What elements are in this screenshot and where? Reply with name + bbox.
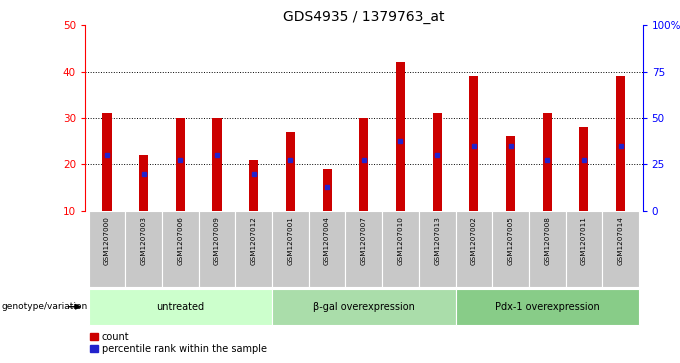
FancyBboxPatch shape — [492, 211, 529, 287]
Text: GSM1207010: GSM1207010 — [398, 216, 403, 265]
Text: GSM1207005: GSM1207005 — [507, 216, 513, 265]
Text: GSM1207011: GSM1207011 — [581, 216, 587, 265]
FancyBboxPatch shape — [456, 289, 639, 325]
Bar — [616, 76, 625, 211]
Bar — [396, 62, 405, 211]
Text: GSM1207013: GSM1207013 — [434, 216, 440, 265]
Text: GSM1207004: GSM1207004 — [324, 216, 330, 265]
Text: untreated: untreated — [156, 302, 205, 312]
FancyBboxPatch shape — [125, 211, 162, 287]
Title: GDS4935 / 1379763_at: GDS4935 / 1379763_at — [283, 11, 445, 24]
Bar — [432, 113, 442, 211]
Bar — [322, 169, 332, 211]
Bar — [543, 113, 551, 211]
Text: GSM1207001: GSM1207001 — [288, 216, 294, 265]
Text: GSM1207009: GSM1207009 — [214, 216, 220, 265]
Text: genotype/variation: genotype/variation — [1, 302, 88, 311]
FancyBboxPatch shape — [602, 211, 639, 287]
FancyBboxPatch shape — [88, 289, 272, 325]
Text: GSM1207002: GSM1207002 — [471, 216, 477, 265]
FancyBboxPatch shape — [566, 211, 602, 287]
FancyBboxPatch shape — [419, 211, 456, 287]
Bar — [579, 127, 588, 211]
Bar — [359, 118, 369, 211]
Bar — [506, 136, 515, 211]
Text: β-gal overexpression: β-gal overexpression — [313, 302, 415, 312]
Bar — [176, 118, 185, 211]
Bar — [249, 160, 258, 211]
Bar — [139, 155, 148, 211]
Bar — [103, 113, 112, 211]
Text: GSM1207012: GSM1207012 — [251, 216, 257, 265]
Text: GSM1207003: GSM1207003 — [141, 216, 147, 265]
Bar — [286, 132, 295, 211]
FancyBboxPatch shape — [456, 211, 492, 287]
Bar — [469, 76, 479, 211]
FancyBboxPatch shape — [235, 211, 272, 287]
FancyBboxPatch shape — [272, 289, 456, 325]
Legend: count, percentile rank within the sample: count, percentile rank within the sample — [90, 331, 267, 354]
Text: GSM1207007: GSM1207007 — [361, 216, 367, 265]
FancyBboxPatch shape — [162, 211, 199, 287]
FancyBboxPatch shape — [272, 211, 309, 287]
FancyBboxPatch shape — [382, 211, 419, 287]
Text: GSM1207008: GSM1207008 — [544, 216, 550, 265]
FancyBboxPatch shape — [88, 211, 125, 287]
FancyBboxPatch shape — [345, 211, 382, 287]
Text: GSM1207014: GSM1207014 — [617, 216, 624, 265]
FancyBboxPatch shape — [199, 211, 235, 287]
FancyBboxPatch shape — [529, 211, 566, 287]
Text: GSM1207000: GSM1207000 — [104, 216, 110, 265]
Text: GSM1207006: GSM1207006 — [177, 216, 184, 265]
Bar — [212, 118, 222, 211]
FancyBboxPatch shape — [309, 211, 345, 287]
Text: Pdx-1 overexpression: Pdx-1 overexpression — [495, 302, 600, 312]
